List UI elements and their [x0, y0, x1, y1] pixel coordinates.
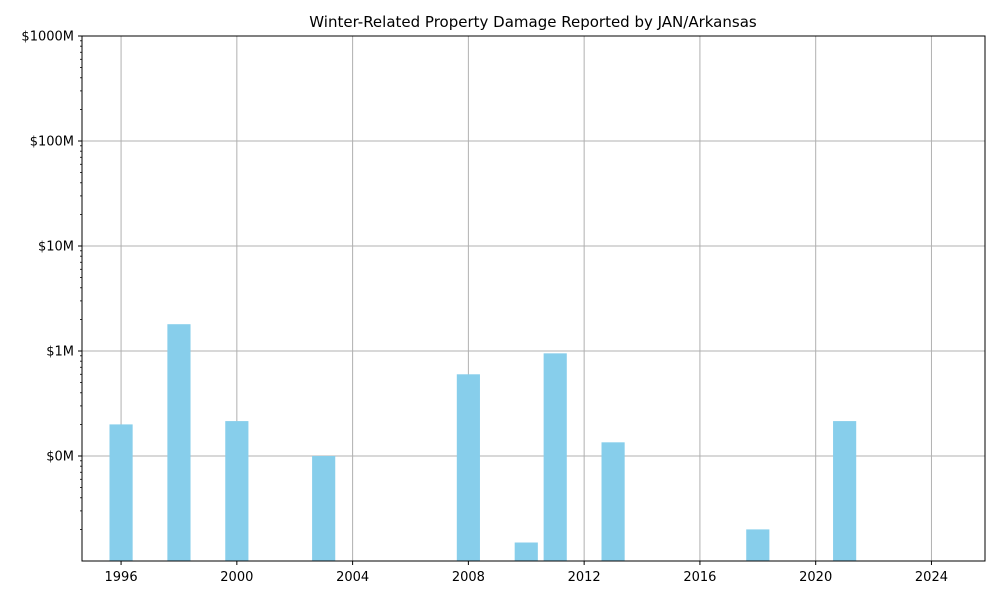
y-tick-label: $10M: [38, 240, 74, 255]
bar-2000: [225, 421, 249, 561]
bar-2021: [833, 421, 857, 561]
y-tick-label: $100M: [30, 135, 74, 150]
bar-1996: [109, 424, 133, 561]
bar-2018: [746, 529, 770, 561]
bar-1998: [167, 324, 191, 561]
x-tick-label: 2024: [915, 570, 948, 585]
y-tick-label: $0M: [46, 450, 74, 465]
x-tick-label: 2012: [568, 570, 601, 585]
bar-2003: [312, 456, 336, 561]
x-tick-label: 1996: [105, 570, 138, 585]
bars: [109, 324, 857, 561]
bar-2011: [543, 353, 567, 561]
y-tick-label: $1000M: [21, 30, 74, 45]
x-tick-label: 2000: [220, 570, 253, 585]
x-tick-label: 2020: [799, 570, 832, 585]
y-axis: $0M $1M $10M $100M $1000M: [21, 30, 82, 530]
y-tick-label: $1M: [46, 345, 74, 360]
x-tick-label: 2004: [336, 570, 369, 585]
bar-2010: [514, 542, 538, 561]
x-tick-label: 2016: [683, 570, 716, 585]
x-tick-label: 2008: [452, 570, 485, 585]
chart-title: Winter-Related Property Damage Reported …: [309, 13, 757, 31]
plot-frame: [81, 35, 986, 562]
x-axis: 1996 2000 2004 2008 2012 2016 2020 2024: [105, 561, 948, 585]
bar-2013: [601, 442, 625, 561]
bar-2008: [456, 374, 480, 561]
